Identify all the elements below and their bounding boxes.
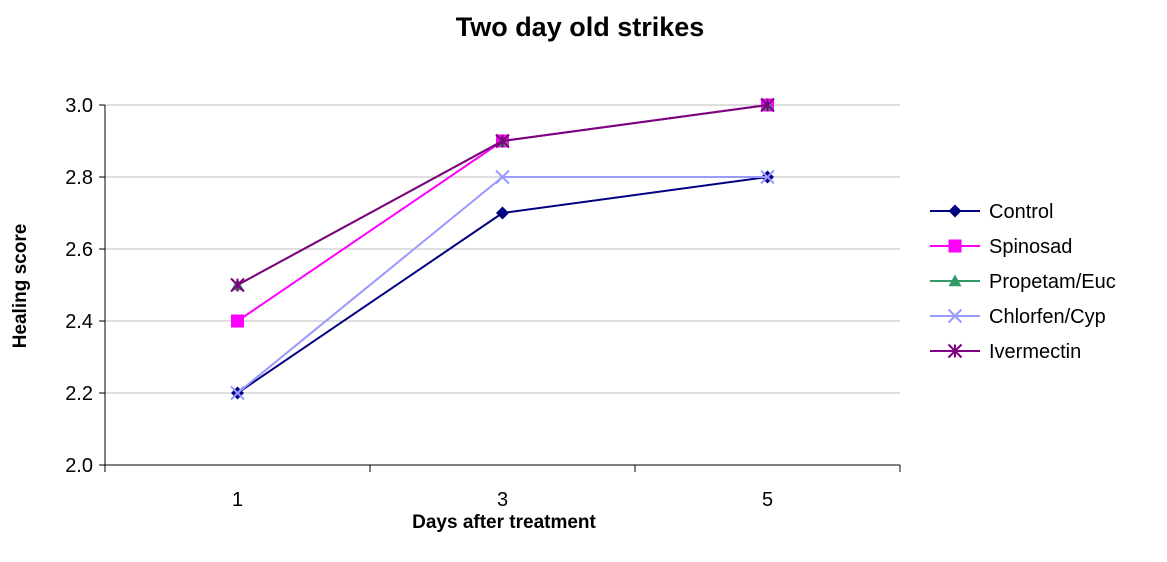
axes [104, 105, 900, 466]
legend-marker [947, 308, 963, 324]
series-chlorfen-cyp [230, 169, 775, 401]
y-axis-ticks: 2.0 2.2 2.4 2.6 2.8 3.0 [65, 95, 105, 477]
series-line [237, 104, 768, 286]
series-control [231, 170, 774, 400]
chart-title: Two day old strikes [456, 12, 705, 42]
x-tick-label: 3 [497, 489, 508, 511]
x-tick-label: 5 [762, 489, 773, 511]
x-axis-ticks: 1 3 5 [104, 465, 901, 511]
series-ivermectin [230, 97, 775, 293]
legend: Control Spinosad Propetam/Euc Chlorfen/Cyp I… [930, 201, 1116, 363]
x-axis-title: Days after treatment [412, 512, 596, 533]
legend-label: Control [989, 201, 1053, 223]
data-point [760, 169, 775, 185]
legend-marker [948, 239, 962, 253]
x-tick-label: 1 [232, 489, 243, 511]
y-tick-label: 2.4 [65, 311, 93, 333]
y-tick-label: 2.0 [65, 455, 93, 477]
legend-marker [947, 343, 963, 359]
legend-marker [948, 274, 962, 287]
y-tick-label: 2.2 [65, 383, 93, 405]
data-point [231, 314, 244, 328]
data-point [495, 133, 510, 149]
legend-item: Chlorfen/Cyp [930, 306, 1106, 328]
series-propetam-euc [231, 98, 774, 291]
data-point [760, 97, 775, 113]
legend-item: Spinosad [930, 236, 1072, 258]
y-tick-label: 2.8 [65, 167, 93, 189]
series [230, 97, 775, 401]
data-point [230, 385, 245, 401]
data-point [495, 169, 510, 185]
series-line [237, 104, 768, 286]
legend-item: Control [930, 201, 1053, 223]
gridlines [105, 104, 900, 394]
data-point [496, 206, 509, 220]
legend-label: Spinosad [989, 236, 1072, 258]
legend-label: Ivermectin [989, 341, 1081, 363]
legend-label: Chlorfen/Cyp [989, 306, 1106, 328]
y-tick-label: 3.0 [65, 95, 93, 117]
legend-item: Ivermectin [930, 341, 1081, 363]
legend-item: Propetam/Euc [930, 271, 1116, 293]
legend-label: Propetam/Euc [989, 271, 1116, 293]
legend-marker [948, 204, 962, 218]
data-point [230, 277, 245, 293]
y-axis-title: Healing score [10, 224, 31, 349]
y-tick-label: 2.6 [65, 239, 93, 261]
